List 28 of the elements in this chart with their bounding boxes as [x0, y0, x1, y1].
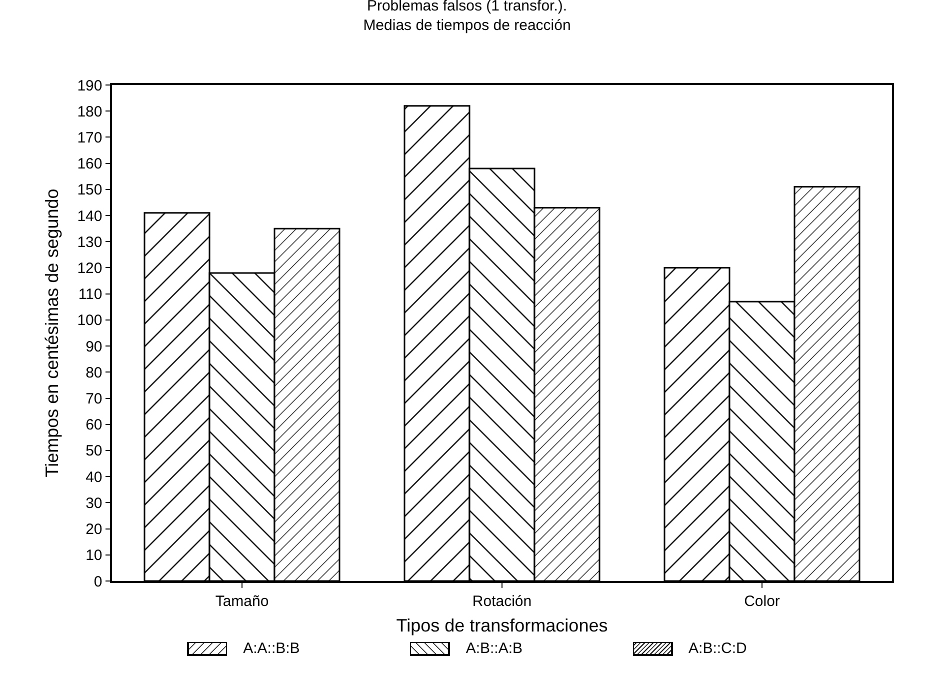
- x-tick-label: Tamaño: [215, 592, 269, 610]
- y-tick-label: 20: [86, 521, 102, 538]
- legend-label: A:B::C:D: [688, 640, 747, 657]
- y-tick-label: 90: [86, 338, 102, 356]
- legend-label: A:B::A:B: [466, 640, 523, 657]
- y-tick-label: 50: [86, 442, 102, 460]
- y-tick-label: 110: [78, 286, 102, 304]
- y-tick-label: 190: [77, 77, 102, 94]
- y-tick-label: 130: [77, 234, 102, 251]
- y-tick-label: 0: [94, 573, 102, 590]
- x-tick-label: Color: [744, 592, 780, 610]
- y-tick-label: 70: [86, 390, 102, 408]
- y-tick-label: 60: [86, 416, 102, 434]
- x-tick-label: Rotación: [472, 592, 532, 610]
- y-axis-title: Tiempos en centésimas de segundo: [42, 188, 62, 478]
- y-tick-label: 40: [86, 468, 102, 486]
- y-tick-label: 150: [77, 182, 102, 199]
- y-tick-label: 140: [77, 208, 102, 225]
- legend-label: A:A::B:B: [243, 640, 300, 657]
- y-tick-label: 120: [77, 260, 102, 277]
- y-tick-label: 30: [86, 494, 102, 512]
- y-tick-label: 100: [77, 312, 102, 330]
- y-tick-label: 80: [86, 364, 102, 382]
- y-tick-label: 10: [86, 547, 102, 564]
- y-tick-label: 170: [77, 129, 102, 146]
- y-tick-label: 160: [77, 156, 102, 173]
- x-axis-title: Tipos de transformaciones: [396, 615, 608, 636]
- y-tick-label: 180: [77, 103, 102, 120]
